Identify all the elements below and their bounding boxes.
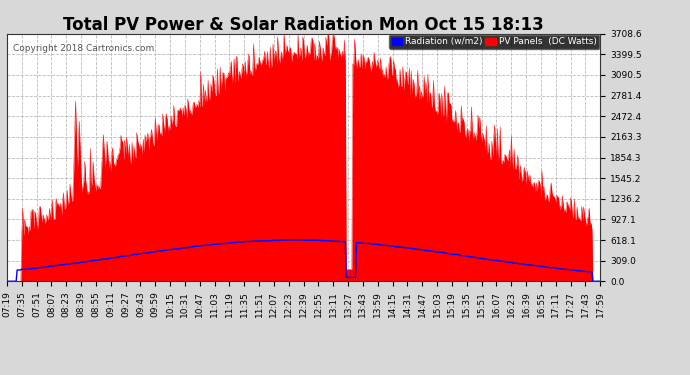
Legend: Radiation (w/m2), PV Panels  (DC Watts): Radiation (w/m2), PV Panels (DC Watts) bbox=[388, 34, 600, 49]
Title: Total PV Power & Solar Radiation Mon Oct 15 18:13: Total PV Power & Solar Radiation Mon Oct… bbox=[63, 16, 544, 34]
Text: Copyright 2018 Cartronics.com: Copyright 2018 Cartronics.com bbox=[13, 44, 154, 52]
